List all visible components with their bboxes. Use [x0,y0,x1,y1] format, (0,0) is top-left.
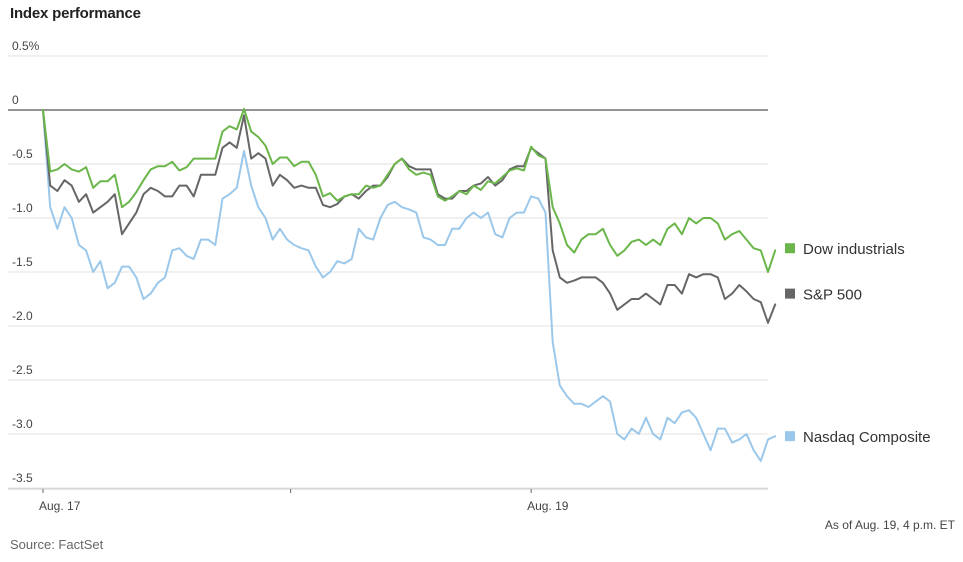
y-tick-label: -2.0 [12,309,33,323]
legend-label-dow-industrials: Dow industrials [803,241,905,258]
legend-label-s-p-500: S&P 500 [803,287,862,304]
series-line-nasdaq-composite [42,109,777,462]
legend-label-nasdaq-composite: Nasdaq Composite [803,429,931,446]
x-tick-label: Aug. 17 [39,499,81,513]
series-line-s-p-500 [42,109,777,324]
gridlines [8,55,768,489]
y-tick-label: -2.5 [12,363,33,377]
y-tick-label: -3.0 [12,417,33,431]
source-note: Source: FactSet [10,537,104,552]
legend-swatch-s-p-500 [785,288,795,299]
axes: 0.5% 0 -0.5 -1.0 -1.5 -2.0 -2.5 -3.0 -3.5 Aug. 17… [8,39,768,513]
legend: Dow industrials S&P 500 Nasdaq Composite [785,241,931,446]
chart-title: Index performance [10,5,141,22]
as-of-note: As of Aug. 19, 4 p.m. ET [824,518,955,532]
y-tick-label: 0 [12,93,19,107]
y-tick-label: -1.0 [12,201,33,215]
x-tick-label: Aug. 19 [527,499,569,513]
series-lines [42,107,777,462]
y-tick-label: -3.5 [12,471,33,485]
legend-swatch-nasdaq-composite [785,431,795,442]
y-tick-label: 0.5% [12,39,40,53]
series-line-dow-industrials [42,107,777,273]
legend-swatch-dow-industrials [785,243,795,254]
y-tick-label: -0.5 [12,147,33,161]
y-tick-label: -1.5 [12,255,33,269]
